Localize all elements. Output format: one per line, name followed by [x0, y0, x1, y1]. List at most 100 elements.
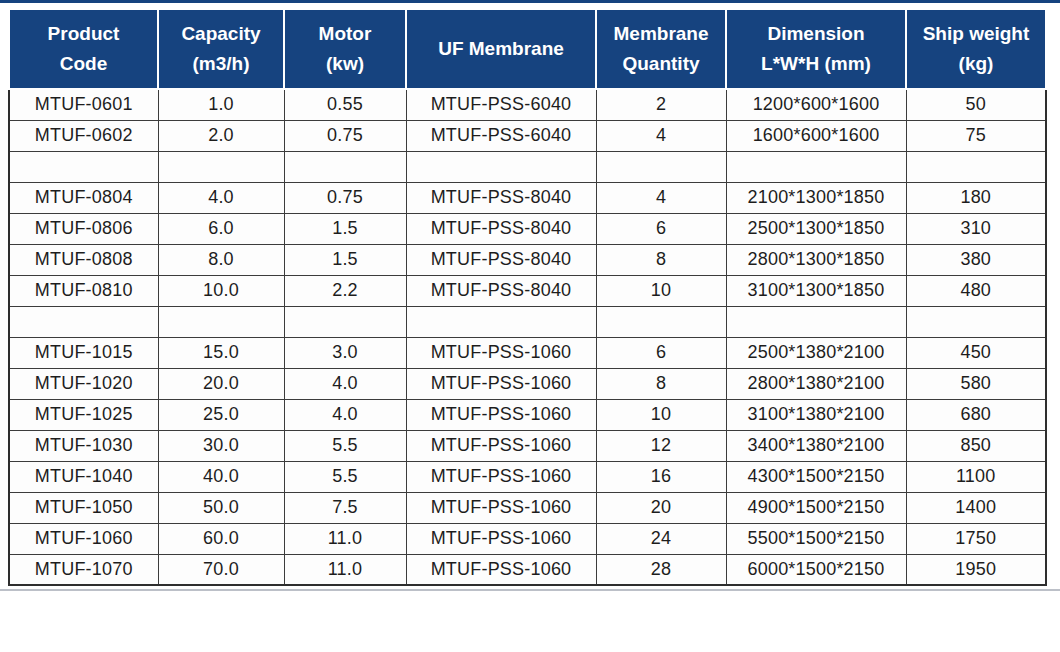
- cell-uf-membrane: MTUF-PSS-6040: [406, 89, 596, 120]
- cell-capacity: 70.0: [158, 554, 284, 585]
- cell-uf-membrane: MTUF-PSS-8040: [406, 244, 596, 275]
- cell-motor: 0.75: [284, 120, 406, 151]
- column-header-dimension: Dimension L*W*H (mm): [726, 9, 906, 89]
- cell-motor: 4.0: [284, 368, 406, 399]
- cell-capacity: 40.0: [158, 461, 284, 492]
- cell-capacity: 60.0: [158, 523, 284, 554]
- column-header-product-code: Product Code: [9, 9, 158, 89]
- cell-capacity: 30.0: [158, 430, 284, 461]
- cell-product-code: MTUF-1060: [9, 523, 158, 554]
- cell-ship-weight: 380: [906, 244, 1046, 275]
- table-row: MTUF-102525.04.0MTUF-PSS-1060103100*1380…: [9, 399, 1046, 430]
- cell-dimension: 1600*600*1600: [726, 120, 906, 151]
- cell-dimension: 2100*1300*1850: [726, 182, 906, 213]
- cell-dimension: 6000*1500*2150: [726, 554, 906, 585]
- cell-membrane-quantity: 20: [596, 492, 726, 523]
- cell-product-code: MTUF-1070: [9, 554, 158, 585]
- cell-capacity: 25.0: [158, 399, 284, 430]
- cell-uf-membrane: MTUF-PSS-8040: [406, 182, 596, 213]
- cell-uf-membrane: MTUF-PSS-1060: [406, 399, 596, 430]
- cell-product-code: MTUF-1025: [9, 399, 158, 430]
- cell-uf-membrane: MTUF-PSS-1060: [406, 461, 596, 492]
- cell-capacity: [158, 151, 284, 182]
- cell-dimension: 1200*600*1600: [726, 89, 906, 120]
- cell-capacity: 10.0: [158, 275, 284, 306]
- cell-membrane-quantity: 6: [596, 337, 726, 368]
- cell-motor: [284, 151, 406, 182]
- cell-ship-weight: [906, 306, 1046, 337]
- cell-ship-weight: 850: [906, 430, 1046, 461]
- cell-membrane-quantity: 8: [596, 368, 726, 399]
- cell-product-code: MTUF-0602: [9, 120, 158, 151]
- table-row: MTUF-06022.00.75MTUF-PSS-604041600*600*1…: [9, 120, 1046, 151]
- cell-dimension: 3100*1380*2100: [726, 399, 906, 430]
- cell-ship-weight: 310: [906, 213, 1046, 244]
- cell-ship-weight: [906, 151, 1046, 182]
- cell-membrane-quantity: 6: [596, 213, 726, 244]
- cell-ship-weight: 680: [906, 399, 1046, 430]
- cell-ship-weight: 580: [906, 368, 1046, 399]
- column-header-uf-membrane: UF Membrane: [406, 9, 596, 89]
- cell-uf-membrane: MTUF-PSS-8040: [406, 275, 596, 306]
- cell-capacity: 4.0: [158, 182, 284, 213]
- table-row: MTUF-103030.05.5MTUF-PSS-1060123400*1380…: [9, 430, 1046, 461]
- spacer-row: [9, 151, 1046, 182]
- cell-ship-weight: 50: [906, 89, 1046, 120]
- cell-membrane-quantity: 4: [596, 182, 726, 213]
- cell-product-code: MTUF-0806: [9, 213, 158, 244]
- cell-membrane-quantity: [596, 151, 726, 182]
- cell-uf-membrane: MTUF-PSS-1060: [406, 430, 596, 461]
- cell-motor: 1.5: [284, 244, 406, 275]
- table-row: MTUF-08044.00.75MTUF-PSS-804042100*1300*…: [9, 182, 1046, 213]
- table-row: MTUF-104040.05.5MTUF-PSS-1060164300*1500…: [9, 461, 1046, 492]
- cell-uf-membrane: MTUF-PSS-6040: [406, 120, 596, 151]
- cell-uf-membrane: MTUF-PSS-1060: [406, 554, 596, 585]
- cell-motor: 7.5: [284, 492, 406, 523]
- cell-uf-membrane: [406, 306, 596, 337]
- cell-motor: [284, 306, 406, 337]
- cell-dimension: [726, 306, 906, 337]
- table-row: MTUF-08066.01.5MTUF-PSS-804062500*1300*1…: [9, 213, 1046, 244]
- cell-product-code: MTUF-1020: [9, 368, 158, 399]
- spacer-row: [9, 306, 1046, 337]
- cell-motor: 5.5: [284, 461, 406, 492]
- cell-product-code: [9, 306, 158, 337]
- product-spec-table: Product CodeCapacity (m3/h)Motor (kw)UF …: [8, 8, 1047, 586]
- cell-dimension: 3400*1380*2100: [726, 430, 906, 461]
- cell-membrane-quantity: 28: [596, 554, 726, 585]
- cell-dimension: 2500*1300*1850: [726, 213, 906, 244]
- cell-ship-weight: 180: [906, 182, 1046, 213]
- cell-ship-weight: 480: [906, 275, 1046, 306]
- cell-dimension: 4300*1500*2150: [726, 461, 906, 492]
- cell-capacity: 2.0: [158, 120, 284, 151]
- cell-membrane-quantity: 2: [596, 89, 726, 120]
- cell-motor: 0.55: [284, 89, 406, 120]
- cell-product-code: MTUF-0808: [9, 244, 158, 275]
- column-header-ship-weight: Ship weight (kg): [906, 9, 1046, 89]
- page: Product CodeCapacity (m3/h)Motor (kw)UF …: [0, 0, 1060, 652]
- cell-dimension: 2800*1380*2100: [726, 368, 906, 399]
- cell-membrane-quantity: 12: [596, 430, 726, 461]
- cell-capacity: 50.0: [158, 492, 284, 523]
- table-row: MTUF-08088.01.5MTUF-PSS-804082800*1300*1…: [9, 244, 1046, 275]
- table-row: MTUF-107070.011.0MTUF-PSS-1060286000*150…: [9, 554, 1046, 585]
- cell-uf-membrane: MTUF-PSS-1060: [406, 368, 596, 399]
- cell-product-code: MTUF-0601: [9, 89, 158, 120]
- cell-membrane-quantity: 16: [596, 461, 726, 492]
- column-header-membrane-quantity: Membrane Quantity: [596, 9, 726, 89]
- cell-motor: 3.0: [284, 337, 406, 368]
- cell-uf-membrane: MTUF-PSS-1060: [406, 492, 596, 523]
- cell-motor: 2.2: [284, 275, 406, 306]
- top-border-rule: [0, 0, 1060, 3]
- cell-dimension: 2500*1380*2100: [726, 337, 906, 368]
- cell-product-code: MTUF-1040: [9, 461, 158, 492]
- cell-ship-weight: 1950: [906, 554, 1046, 585]
- cell-dimension: 4900*1500*2150: [726, 492, 906, 523]
- cell-uf-membrane: MTUF-PSS-1060: [406, 523, 596, 554]
- cell-motor: 0.75: [284, 182, 406, 213]
- cell-capacity: 20.0: [158, 368, 284, 399]
- cell-uf-membrane: [406, 151, 596, 182]
- cell-membrane-quantity: 4: [596, 120, 726, 151]
- cell-membrane-quantity: 10: [596, 399, 726, 430]
- header-row: Product CodeCapacity (m3/h)Motor (kw)UF …: [9, 9, 1046, 89]
